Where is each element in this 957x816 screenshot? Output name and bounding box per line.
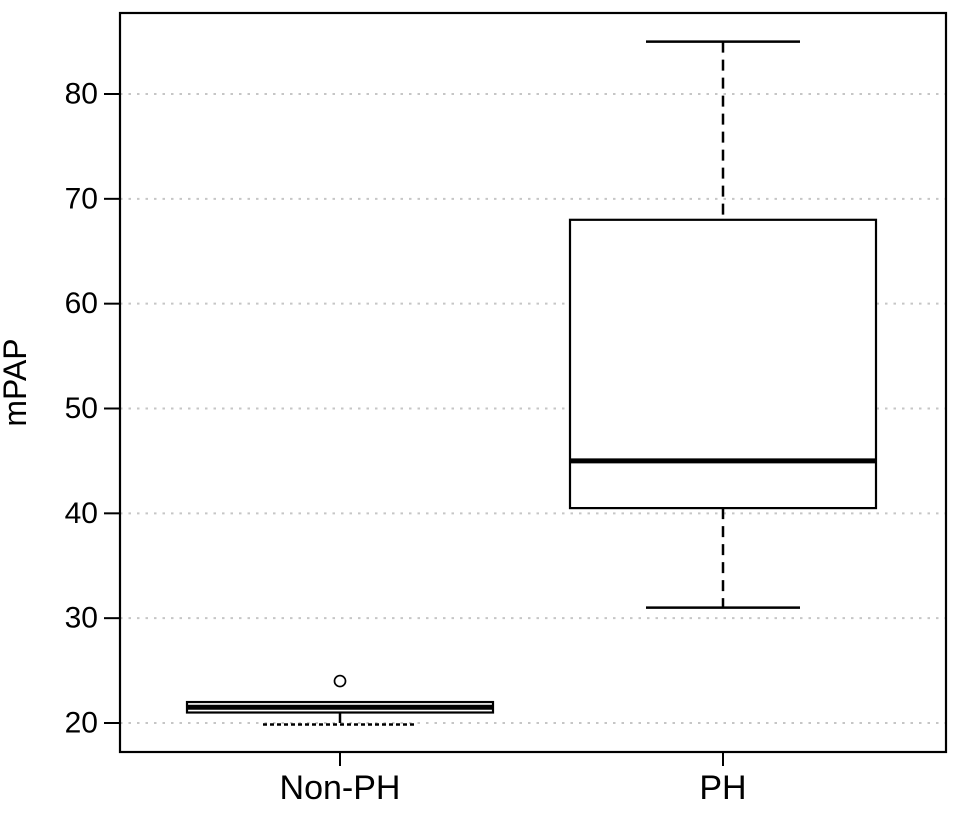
y-axis-title: mPAP [0,338,33,426]
y-tick-label: 20 [65,707,98,740]
y-tick-label: 40 [65,497,98,530]
x-category-label: Non-PH [280,769,401,807]
iqr-box-ph [568,218,878,510]
y-tick-label: 70 [65,182,98,215]
plot-border [118,11,948,754]
y-tick-label: 30 [65,602,98,635]
y-tick-label: 50 [65,392,98,425]
outlier-point-non-ph [333,674,347,688]
y-tick-label: 60 [65,287,98,320]
y-tick-label: 80 [65,78,98,111]
x-category-label: PH [699,769,746,807]
